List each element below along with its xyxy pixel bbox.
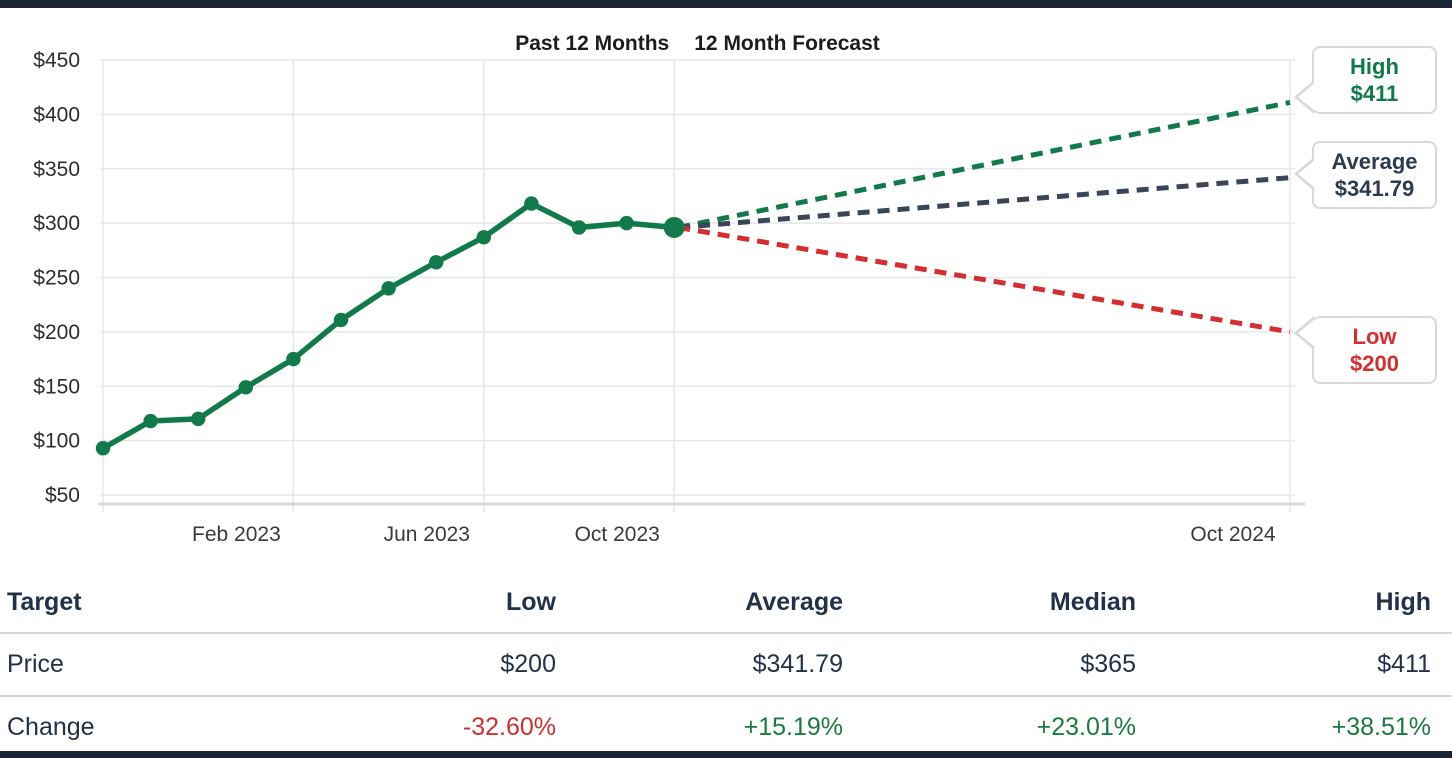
price-targets-table-wrap: Target Low Average Median High Price $200 $341… <box>0 576 1452 758</box>
svg-text:$350: $350 <box>33 158 80 181</box>
table-row-price: Price $200 $341.79 $365 $411 <box>0 633 1452 696</box>
svg-text:$150: $150 <box>33 375 80 398</box>
svg-text:Jun 2023: Jun 2023 <box>384 523 470 546</box>
table-header-average: Average <box>745 588 843 616</box>
svg-text:Feb 2023: Feb 2023 <box>192 523 281 546</box>
table-cell: $200 <box>500 650 556 678</box>
table-cell: +38.51% <box>1331 713 1431 741</box>
high-target-price: $411 <box>1350 81 1399 106</box>
chart-title-past-12-months: Past 12 Months <box>515 32 670 55</box>
chart-title-12-month-forecast: 12 Month Forecast <box>694 32 880 55</box>
svg-text:$100: $100 <box>33 430 80 453</box>
row-label: Price <box>7 650 64 678</box>
svg-text:$300: $300 <box>33 212 80 235</box>
chart-title: Past 12 Months 12 Month Forecast <box>100 32 1295 56</box>
svg-text:$400: $400 <box>33 103 80 126</box>
table-cell: $411 <box>1377 650 1431 678</box>
table-row-change: Change -32.60% +15.19% +23.01% +38.51% <box>0 696 1452 758</box>
row-label: Change <box>7 713 95 741</box>
table-cell: +15.19% <box>743 713 843 741</box>
top-edge-bar <box>0 0 1452 8</box>
low-target-callout: Low $200 <box>1294 316 1437 384</box>
svg-text:Oct 2023: Oct 2023 <box>575 523 660 546</box>
low-target-price: $200 <box>1350 351 1399 376</box>
table-header-row: Target Low Average Median High <box>0 576 1452 633</box>
price-forecast-chart: $450 $400 $350 $300 $250 $200 $150 $100 $50 Feb 2… <box>33 49 1305 546</box>
table-cell: +23.01% <box>1036 713 1136 741</box>
svg-text:$200: $200 <box>33 321 80 344</box>
high-target-callout: High $411 <box>1294 46 1437 114</box>
low-target-label: Low <box>1352 324 1397 349</box>
table-cell: $365 <box>1080 650 1136 678</box>
average-target-label: Average <box>1331 149 1418 174</box>
svg-text:$250: $250 <box>33 267 80 290</box>
high-target-label: High <box>1350 54 1399 79</box>
svg-text:Oct 2024: Oct 2024 <box>1190 523 1276 546</box>
table-header-median: Median <box>1049 588 1136 616</box>
table-header-high: High <box>1375 588 1431 616</box>
bottom-edge-bar <box>0 751 1452 758</box>
table-header-low: Low <box>506 588 556 616</box>
svg-text:$450: $450 <box>33 49 80 72</box>
table-header-target: Target <box>7 588 82 616</box>
price-targets-table: Target Low Average Median High Price $200 $341… <box>0 576 1452 758</box>
svg-text:$50: $50 <box>45 484 80 507</box>
table-cell: $341.79 <box>752 650 843 678</box>
average-target-callout: Average $341.79 <box>1294 141 1437 209</box>
average-target-price: $341.79 <box>1334 176 1415 201</box>
table-cell: -32.60% <box>462 713 556 741</box>
